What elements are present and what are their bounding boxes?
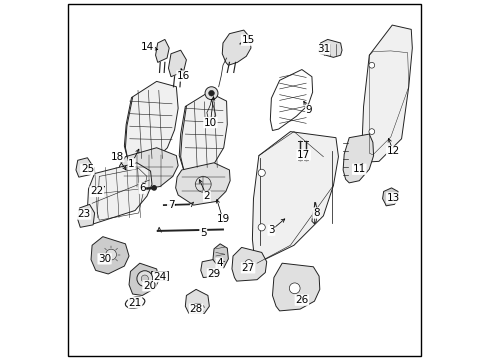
Text: 31: 31 bbox=[316, 44, 329, 54]
Text: 29: 29 bbox=[207, 269, 220, 279]
Text: 16: 16 bbox=[177, 71, 190, 81]
Text: 2: 2 bbox=[203, 191, 210, 201]
Text: 12: 12 bbox=[386, 146, 399, 156]
Text: 18: 18 bbox=[110, 152, 123, 162]
Text: 6: 6 bbox=[139, 183, 145, 193]
Text: 9: 9 bbox=[305, 105, 312, 115]
Text: 25: 25 bbox=[81, 164, 94, 174]
Polygon shape bbox=[270, 69, 312, 131]
Text: 26: 26 bbox=[295, 295, 308, 305]
Polygon shape bbox=[272, 263, 319, 311]
Text: 24: 24 bbox=[153, 272, 166, 282]
Polygon shape bbox=[76, 158, 92, 177]
Polygon shape bbox=[319, 40, 341, 57]
Circle shape bbox=[289, 283, 300, 294]
Text: 15: 15 bbox=[241, 35, 254, 45]
Polygon shape bbox=[168, 50, 186, 77]
Circle shape bbox=[152, 186, 156, 190]
Polygon shape bbox=[212, 244, 228, 268]
Text: 20: 20 bbox=[142, 281, 156, 291]
Circle shape bbox=[258, 169, 265, 176]
Polygon shape bbox=[91, 237, 129, 274]
Polygon shape bbox=[155, 40, 169, 62]
Text: 30: 30 bbox=[98, 254, 111, 264]
Text: 23: 23 bbox=[77, 209, 90, 219]
Circle shape bbox=[141, 275, 148, 282]
Polygon shape bbox=[179, 92, 227, 174]
Polygon shape bbox=[343, 134, 373, 183]
Circle shape bbox=[204, 87, 218, 100]
Text: 10: 10 bbox=[203, 118, 217, 128]
Polygon shape bbox=[78, 204, 94, 227]
Text: 1: 1 bbox=[128, 159, 135, 169]
Polygon shape bbox=[231, 247, 266, 281]
Circle shape bbox=[258, 224, 265, 231]
Circle shape bbox=[244, 260, 252, 267]
Text: 7: 7 bbox=[167, 200, 174, 210]
Text: 21: 21 bbox=[128, 298, 142, 308]
Text: 8: 8 bbox=[312, 208, 319, 218]
Polygon shape bbox=[252, 132, 338, 263]
Text: 14: 14 bbox=[141, 42, 154, 52]
Circle shape bbox=[105, 249, 116, 260]
Polygon shape bbox=[118, 148, 178, 191]
Text: 4: 4 bbox=[216, 258, 222, 268]
Text: 22: 22 bbox=[90, 186, 103, 197]
Polygon shape bbox=[185, 289, 209, 314]
Text: 13: 13 bbox=[386, 193, 399, 203]
Text: 3: 3 bbox=[267, 225, 274, 235]
Text: 17: 17 bbox=[296, 150, 310, 160]
Polygon shape bbox=[124, 81, 178, 164]
Ellipse shape bbox=[125, 297, 144, 308]
Text: 28: 28 bbox=[189, 304, 203, 314]
Polygon shape bbox=[222, 30, 250, 65]
Text: 27: 27 bbox=[241, 263, 254, 273]
Text: 11: 11 bbox=[352, 164, 365, 174]
Circle shape bbox=[208, 90, 214, 96]
Polygon shape bbox=[129, 263, 159, 296]
Polygon shape bbox=[382, 188, 398, 206]
Circle shape bbox=[368, 129, 374, 134]
Polygon shape bbox=[175, 163, 230, 205]
Text: 5: 5 bbox=[200, 228, 206, 238]
Polygon shape bbox=[201, 260, 218, 278]
Circle shape bbox=[137, 271, 152, 287]
Text: 19: 19 bbox=[216, 215, 229, 224]
Polygon shape bbox=[362, 25, 411, 162]
Ellipse shape bbox=[128, 299, 142, 306]
Polygon shape bbox=[311, 202, 316, 224]
Circle shape bbox=[368, 62, 374, 68]
Polygon shape bbox=[87, 163, 152, 224]
Bar bbox=[151, 271, 168, 280]
